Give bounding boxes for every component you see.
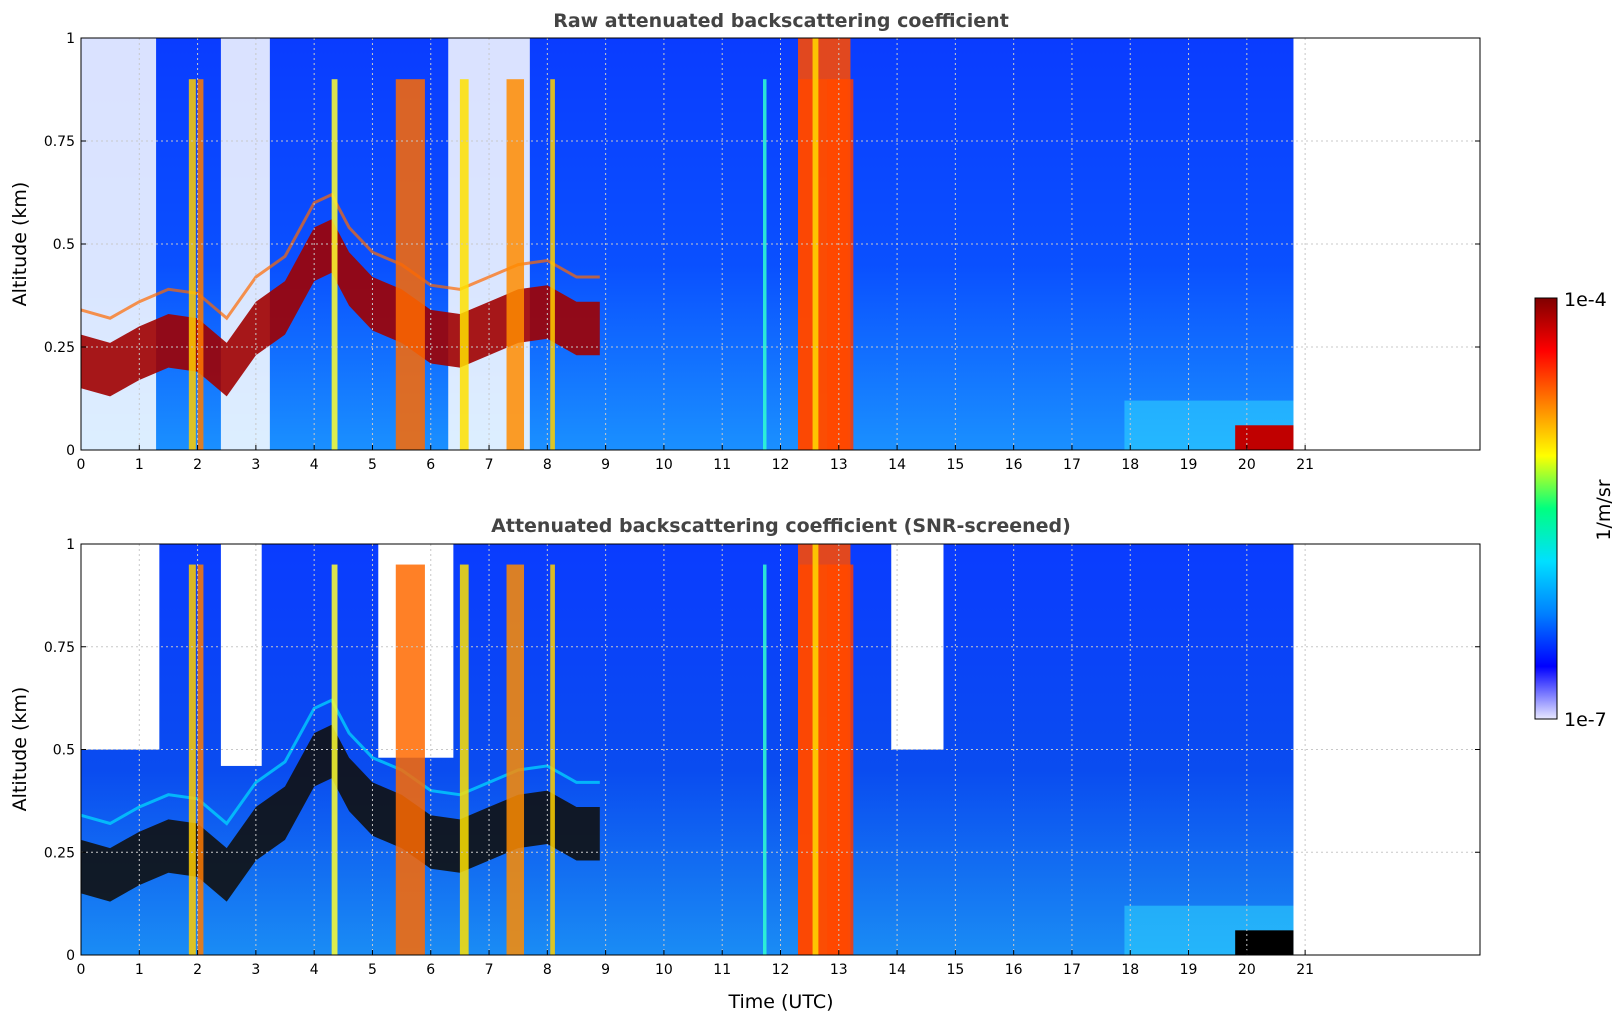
precip-streak	[506, 79, 525, 450]
boundary-layer-band	[81, 219, 600, 397]
panel-raw: Raw attenuated backscattering coefficien…	[9, 10, 1481, 473]
x-tick-label: 12	[772, 457, 790, 473]
x-tick-label: 7	[485, 457, 494, 473]
precip-streak	[331, 564, 338, 955]
x-tick-label: 6	[426, 457, 435, 473]
panel-raw-x-axis: 0 1 2 3 4 5 6 7 8 9 10 11 12 13 14 15 16 17 18 19 20 21	[77, 445, 1314, 473]
x-tick-label: 3	[251, 457, 260, 473]
panel-screened-title: Attenuated backscattering coefficient (S…	[491, 515, 1071, 537]
x-tick-label: 4	[310, 962, 319, 978]
x-tick-label: 18	[1121, 962, 1139, 978]
panel-screened-grid	[81, 544, 1480, 955]
colorbar-unit-label: 1/m/sr	[1593, 479, 1615, 540]
x-tick-label: 20	[1238, 962, 1256, 978]
x-tick-label: 11	[713, 457, 731, 473]
precip-streak	[395, 564, 425, 955]
y-tick-label: 0.5	[53, 743, 75, 759]
x-tick-label: 15	[946, 457, 964, 473]
x-tick-label: 7	[485, 962, 494, 978]
precip-streak	[550, 564, 555, 955]
colorbar-max-label: 1e-4	[1564, 289, 1607, 311]
panel-raw-grid	[81, 38, 1480, 450]
x-tick-label: 10	[655, 962, 673, 978]
dense-layer-core	[812, 544, 819, 955]
panel-screened-y-axis: 0 0.25 0.5 0.75 1	[44, 537, 1480, 964]
precip-streak	[197, 564, 204, 955]
colorbar: 1e-4 1e-7 1/m/sr	[1534, 289, 1615, 731]
panel-raw-y-axis: 0 0.25 0.5 0.75 1	[44, 31, 1480, 459]
x-tick-label: 12	[772, 962, 790, 978]
colorbar-gradient	[1534, 297, 1558, 720]
x-tick-label: 13	[830, 962, 848, 978]
panel-screened-y-label: Altitude (km)	[9, 687, 31, 812]
precip-streak	[188, 79, 196, 450]
y-tick-label: 0.25	[44, 340, 75, 356]
x-tick-label: 4	[310, 457, 319, 473]
x-tick-label: 5	[368, 962, 377, 978]
panel-screened-x-label: Time (UTC)	[727, 991, 833, 1013]
panel-raw-title: Raw attenuated backscattering coefficien…	[553, 10, 1009, 32]
x-tick-label: 14	[888, 962, 906, 978]
precip-streak	[459, 79, 469, 450]
x-tick-label: 2	[193, 457, 202, 473]
y-tick-label: 0.75	[44, 134, 75, 150]
x-tick-label: 10	[655, 457, 673, 473]
panel-screened: Attenuated backscattering coefficient (S…	[9, 515, 1481, 1013]
precip-streak	[506, 564, 525, 955]
panel-raw-y-label: Altitude (km)	[9, 182, 31, 307]
x-tick-label: 13	[830, 457, 848, 473]
x-tick-label: 3	[251, 962, 260, 978]
near-ground-dense	[1235, 425, 1294, 450]
x-tick-label: 21	[1296, 457, 1314, 473]
x-tick-label: 2	[193, 962, 202, 978]
x-tick-label: 0	[77, 962, 86, 978]
x-tick-label: 16	[1005, 457, 1023, 473]
x-tick-label: 16	[1005, 962, 1023, 978]
precip-streak	[197, 79, 204, 450]
x-tick-label: 9	[601, 457, 610, 473]
precip-streak	[459, 564, 469, 955]
y-tick-label: 1	[66, 31, 75, 47]
x-tick-label: 0	[77, 457, 86, 473]
precip-streak	[188, 564, 196, 955]
x-tick-label: 17	[1063, 962, 1081, 978]
x-tick-label: 17	[1063, 457, 1081, 473]
boundary-layer-band	[81, 724, 600, 902]
clear-air-region	[220, 544, 262, 766]
x-tick-label: 5	[368, 457, 377, 473]
x-tick-label: 8	[543, 457, 552, 473]
dense-layer-core	[812, 38, 819, 450]
x-tick-label: 6	[426, 962, 435, 978]
x-tick-label: 18	[1121, 457, 1139, 473]
x-tick-label: 8	[543, 962, 552, 978]
precip-streak	[331, 79, 338, 450]
x-tick-label: 19	[1180, 962, 1198, 978]
x-tick-label: 11	[713, 962, 731, 978]
y-tick-label: 1	[66, 537, 75, 553]
y-tick-label: 0.75	[44, 640, 75, 656]
y-tick-label: 0.5	[53, 237, 75, 253]
y-tick-label: 0.25	[44, 845, 75, 861]
panel-screened-x-axis: 0 1 2 3 4 5 6 7 8 9 10 11 12 13 14 15 16 17 18 19 20 21	[77, 950, 1314, 978]
precip-streak	[763, 79, 767, 450]
y-tick-label: 0	[66, 948, 75, 964]
x-tick-label: 9	[601, 962, 610, 978]
x-tick-label: 15	[946, 962, 964, 978]
x-tick-label: 1	[135, 962, 144, 978]
x-tick-label: 21	[1296, 962, 1314, 978]
x-tick-label: 1	[135, 457, 144, 473]
near-ground-dense	[1235, 930, 1294, 955]
precip-streak	[550, 79, 555, 450]
precip-streak	[395, 79, 425, 450]
colorbar-min-label: 1e-7	[1564, 709, 1607, 731]
precip-streak	[763, 564, 767, 955]
x-tick-label: 14	[888, 457, 906, 473]
y-tick-label: 0	[66, 443, 75, 459]
x-tick-label: 20	[1238, 457, 1256, 473]
panel-screened-plot-area	[81, 544, 1294, 955]
x-tick-label: 19	[1180, 457, 1198, 473]
